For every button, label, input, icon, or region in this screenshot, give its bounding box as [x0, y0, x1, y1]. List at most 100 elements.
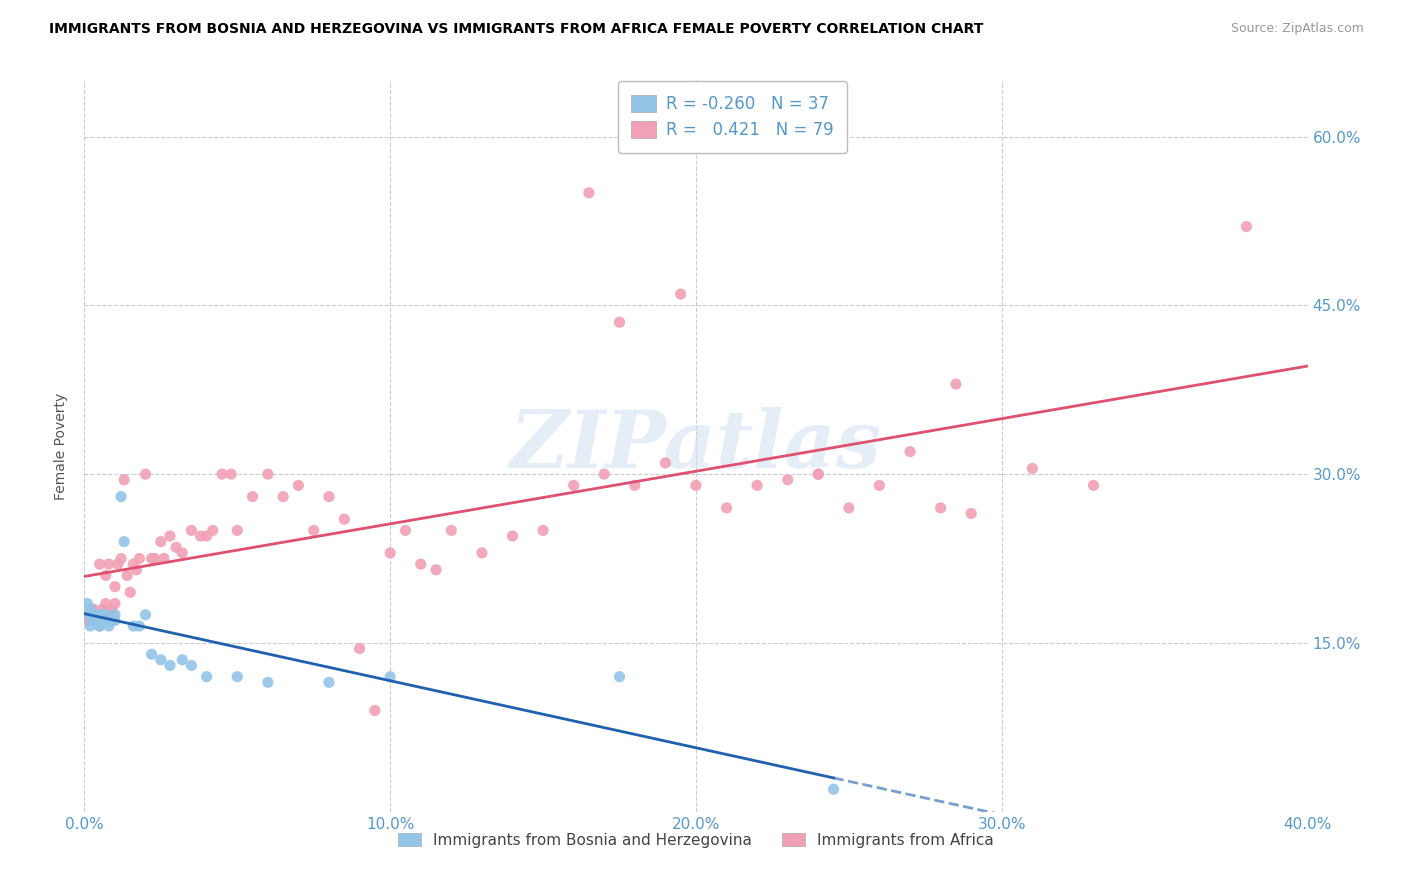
Point: [83, 602, 105, 616]
Point: [104, 580, 127, 594]
Point: [195, 670, 218, 684]
Point: [172, 653, 194, 667]
Point: [807, 467, 830, 482]
Point: [97, 607, 120, 622]
Point: [471, 546, 494, 560]
Y-axis label: Female Poverty: Female Poverty: [55, 392, 69, 500]
Point: [97, 557, 120, 571]
Point: [120, 585, 142, 599]
Point: [960, 507, 983, 521]
Point: [76, 597, 98, 611]
Point: [502, 529, 524, 543]
Point: [97, 619, 120, 633]
Point: [83, 607, 105, 622]
Point: [79, 614, 101, 628]
Point: [135, 607, 157, 622]
Point: [112, 473, 135, 487]
Point: [531, 524, 554, 538]
Point: [380, 546, 402, 560]
Point: [135, 467, 157, 482]
Point: [1236, 219, 1258, 234]
Point: [1021, 461, 1043, 475]
Point: [141, 551, 163, 566]
Point: [349, 641, 371, 656]
Point: [89, 614, 111, 628]
Text: IMMIGRANTS FROM BOSNIA AND HERZEGOVINA VS IMMIGRANTS FROM AFRICA FEMALE POVERTY : IMMIGRANTS FROM BOSNIA AND HERZEGOVINA V…: [49, 22, 984, 37]
Point: [79, 602, 101, 616]
Point: [149, 653, 172, 667]
Point: [302, 524, 325, 538]
Point: [86, 614, 108, 628]
Point: [122, 619, 145, 633]
Point: [128, 551, 150, 566]
Point: [115, 568, 138, 582]
Point: [394, 524, 416, 538]
Point: [1083, 478, 1105, 492]
Legend: Immigrants from Bosnia and Herzegovina, Immigrants from Africa: Immigrants from Bosnia and Herzegovina, …: [389, 825, 1002, 855]
Point: [91, 602, 114, 616]
Point: [86, 607, 108, 622]
Point: [211, 467, 233, 482]
Point: [143, 551, 166, 566]
Point: [929, 500, 952, 515]
Point: [201, 524, 224, 538]
Point: [149, 534, 172, 549]
Point: [669, 287, 692, 301]
Point: [110, 490, 132, 504]
Point: [110, 551, 132, 566]
Point: [271, 490, 294, 504]
Point: [97, 614, 120, 628]
Point: [609, 315, 631, 329]
Point: [104, 614, 127, 628]
Point: [219, 467, 242, 482]
Point: [122, 557, 145, 571]
Point: [869, 478, 891, 492]
Point: [776, 473, 799, 487]
Point: [716, 500, 738, 515]
Point: [593, 467, 616, 482]
Point: [153, 551, 176, 566]
Point: [89, 619, 111, 633]
Point: [578, 186, 600, 200]
Point: [747, 478, 769, 492]
Text: ZIPatlas: ZIPatlas: [510, 408, 882, 484]
Point: [172, 546, 194, 560]
Point: [165, 541, 187, 555]
Point: [624, 478, 647, 492]
Point: [425, 563, 447, 577]
Point: [94, 614, 117, 628]
Point: [333, 512, 356, 526]
Point: [86, 607, 108, 622]
Point: [94, 597, 117, 611]
Point: [83, 614, 105, 628]
Point: [125, 563, 148, 577]
Point: [104, 597, 127, 611]
Point: [180, 524, 202, 538]
Point: [226, 524, 249, 538]
Point: [287, 478, 309, 492]
Point: [91, 607, 114, 622]
Point: [94, 568, 117, 582]
Point: [91, 607, 114, 622]
Point: [101, 602, 124, 616]
Point: [89, 619, 111, 633]
Point: [823, 782, 845, 797]
Point: [91, 614, 114, 628]
Point: [159, 529, 181, 543]
Point: [141, 647, 163, 661]
Point: [190, 529, 212, 543]
Point: [195, 529, 218, 543]
Point: [101, 614, 124, 628]
Point: [159, 658, 181, 673]
Point: [89, 557, 111, 571]
Point: [83, 607, 105, 622]
Point: [128, 619, 150, 633]
Point: [257, 467, 280, 482]
Text: Source: ZipAtlas.com: Source: ZipAtlas.com: [1230, 22, 1364, 36]
Point: [79, 619, 101, 633]
Point: [685, 478, 707, 492]
Point: [440, 524, 463, 538]
Point: [364, 703, 387, 717]
Point: [89, 607, 111, 622]
Point: [226, 670, 249, 684]
